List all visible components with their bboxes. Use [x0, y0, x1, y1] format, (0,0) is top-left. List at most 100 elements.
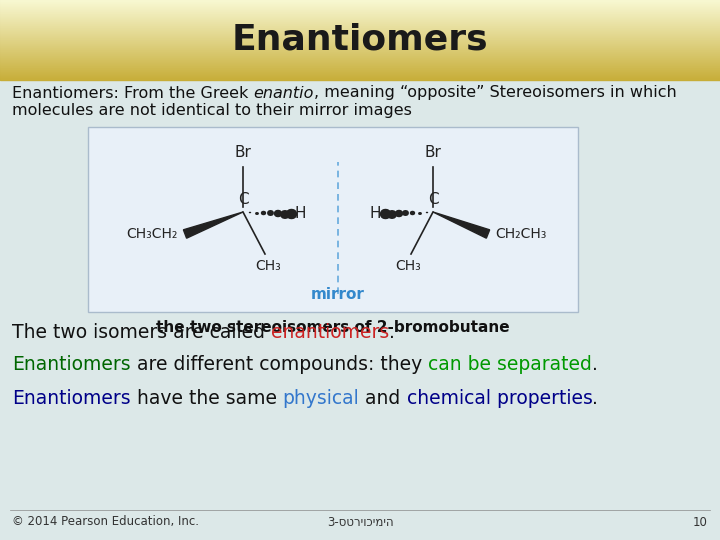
Text: Enantiomers: Enantiomers	[232, 23, 488, 57]
Text: have the same: have the same	[130, 388, 283, 408]
Bar	[0, 74, 720, 76]
Bar	[0, 5, 720, 6]
Text: CH₃CH₂: CH₃CH₂	[127, 227, 178, 241]
Bar	[0, 62, 720, 63]
Bar	[0, 20, 720, 22]
Bar	[0, 2, 720, 3]
Bar	[0, 0, 720, 1]
Text: mirror: mirror	[311, 287, 365, 302]
Bar	[0, 40, 720, 42]
Bar	[0, 10, 720, 11]
Text: CH₃: CH₃	[395, 259, 421, 273]
Bar	[0, 53, 720, 54]
Bar	[0, 75, 720, 76]
Bar	[0, 37, 720, 38]
Bar	[0, 17, 720, 18]
Bar	[0, 36, 720, 37]
Text: Enantiomers: Enantiomers	[12, 355, 130, 375]
Bar	[0, 72, 720, 73]
Bar	[0, 50, 720, 51]
Bar	[0, 36, 720, 37]
Bar	[0, 7, 720, 8]
Bar	[0, 68, 720, 69]
Bar	[0, 12, 720, 14]
Text: .: .	[593, 388, 598, 408]
Bar	[0, 16, 720, 17]
Bar	[0, 11, 720, 12]
Bar	[0, 31, 720, 32]
Text: Br: Br	[235, 145, 251, 160]
Bar	[0, 39, 720, 40]
Text: enantio: enantio	[253, 85, 314, 100]
Bar	[0, 4, 720, 5]
Bar	[0, 79, 720, 80]
Bar	[0, 33, 720, 35]
Bar	[0, 1, 720, 2]
Text: are different compounds: they: are different compounds: they	[130, 355, 428, 375]
Bar	[0, 64, 720, 65]
Text: chemical properties: chemical properties	[407, 388, 593, 408]
Bar	[0, 22, 720, 23]
Bar	[0, 14, 720, 15]
Bar	[0, 44, 720, 45]
Bar	[0, 73, 720, 75]
Bar	[0, 56, 720, 57]
Bar	[0, 56, 720, 57]
Bar	[0, 71, 720, 73]
Bar	[0, 53, 720, 55]
Bar	[0, 61, 720, 62]
Text: molecules are not identical to their mirror images: molecules are not identical to their mir…	[12, 103, 412, 118]
Bar	[0, 34, 720, 35]
Text: CH₂CH₃: CH₂CH₃	[495, 227, 546, 241]
Bar	[0, 76, 720, 77]
Text: The two isomers are called: The two isomers are called	[12, 322, 271, 341]
Bar	[0, 31, 720, 32]
Bar	[0, 29, 720, 30]
Bar	[0, 57, 720, 59]
Bar	[0, 24, 720, 25]
Bar	[0, 62, 720, 63]
Bar	[0, 60, 720, 62]
Bar	[0, 37, 720, 39]
Bar	[0, 42, 720, 43]
Text: C: C	[238, 192, 248, 207]
Bar	[0, 59, 720, 60]
Polygon shape	[184, 212, 243, 238]
Bar	[0, 32, 720, 33]
Text: CH₃: CH₃	[255, 259, 281, 273]
Bar	[0, 27, 720, 28]
Text: Br: Br	[425, 145, 441, 160]
Text: .: .	[592, 355, 598, 375]
Bar	[0, 45, 720, 46]
Bar	[0, 8, 720, 9]
Bar	[0, 78, 720, 79]
Bar	[0, 59, 720, 60]
Bar	[0, 14, 720, 15]
Bar	[0, 26, 720, 28]
Bar	[0, 22, 720, 23]
Bar	[0, 10, 720, 11]
Bar	[0, 42, 720, 43]
Bar	[0, 41, 720, 42]
Bar	[0, 9, 720, 10]
Bar	[0, 2, 720, 3]
Bar	[0, 52, 720, 53]
Bar	[0, 49, 720, 50]
Bar	[0, 65, 720, 66]
Bar	[0, 21, 720, 22]
Bar	[0, 11, 720, 12]
Bar	[0, 63, 720, 64]
Bar	[0, 69, 720, 70]
Bar	[0, 70, 720, 71]
Bar	[0, 39, 720, 40]
Bar	[0, 78, 720, 79]
Bar	[0, 28, 720, 29]
Text: enantiomers: enantiomers	[271, 322, 390, 341]
Bar	[0, 3, 720, 5]
Bar	[0, 16, 720, 17]
Text: can be separated: can be separated	[428, 355, 592, 375]
Text: H: H	[369, 206, 381, 221]
Text: the two stereoisomers of 2-bromobutane: the two stereoisomers of 2-bromobutane	[156, 320, 510, 335]
Bar	[0, 76, 720, 77]
Bar	[0, 77, 720, 78]
